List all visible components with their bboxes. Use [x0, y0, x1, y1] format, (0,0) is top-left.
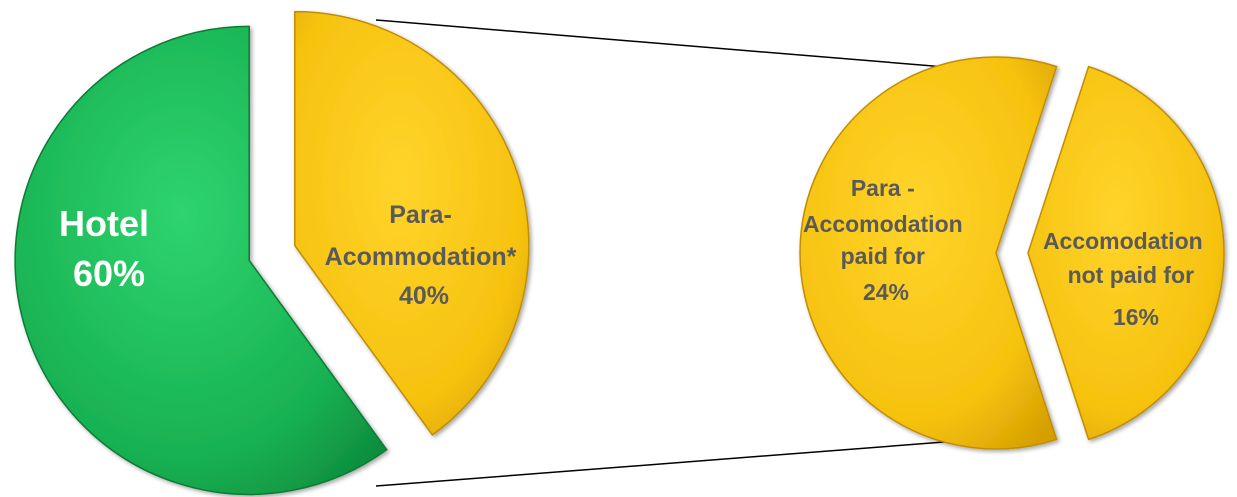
- pie-slice-hotel: [14, 25, 388, 496]
- label-para-line: Para-: [389, 201, 452, 229]
- pie-slice-para-accommodation: [294, 10, 530, 436]
- label-paid-line: paid for: [841, 243, 925, 269]
- connector-line-bottom: [375, 437, 997, 487]
- label-paid-for: Para - Accomodation paid for 24%: [803, 175, 969, 305]
- label-paid-line: Accomodation: [803, 211, 963, 237]
- main-pie: [14, 10, 530, 496]
- label-hotel: Hotel 60%: [59, 203, 159, 294]
- label-paid-line: 24%: [863, 279, 909, 305]
- label-notpaid-line: Accomodation: [1043, 228, 1203, 254]
- pie-slice-not-paid-for: [1027, 65, 1225, 441]
- connector-line-top: [375, 19, 1007, 73]
- label-hotel-line: 60%: [73, 253, 145, 294]
- label-notpaid-line: 16%: [1113, 304, 1159, 330]
- label-para-line: Acommodation*: [325, 243, 517, 271]
- breakdown-pie: [799, 56, 1225, 450]
- label-not-paid-for: Accomodation not paid for 16%: [1043, 228, 1209, 330]
- label-para-accommodation: Para- Acommodation* 40%: [325, 201, 524, 310]
- pie-slice-paid-for: [799, 56, 1058, 450]
- label-notpaid-line: not paid for: [1068, 262, 1195, 288]
- label-paid-line: Para -: [851, 175, 915, 201]
- label-hotel-line: Hotel: [59, 203, 149, 244]
- label-para-line: 40%: [399, 282, 449, 310]
